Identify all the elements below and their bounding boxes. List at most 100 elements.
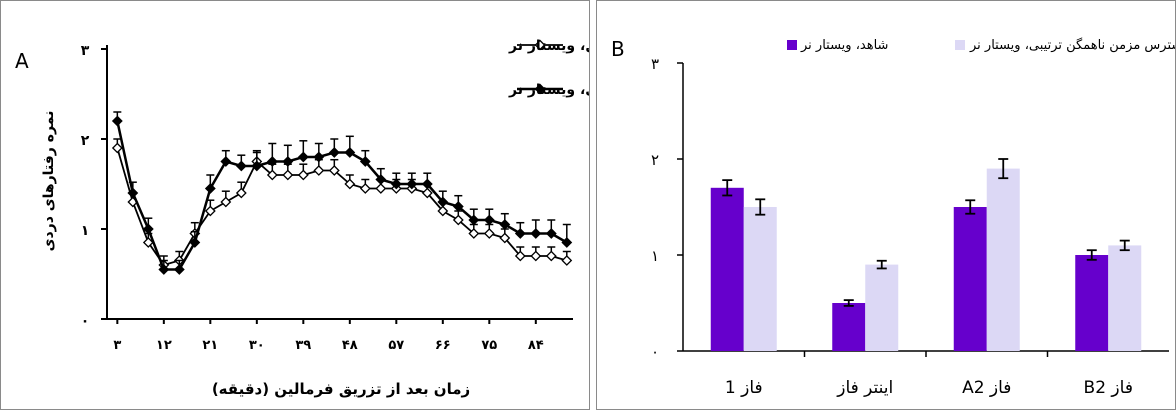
category-label: فاز B2 — [1084, 378, 1133, 398]
data-point — [111, 142, 123, 154]
category-label: فاز A2 — [962, 378, 1011, 398]
category-label: فاز 1 — [725, 378, 763, 398]
x-tick-label: ۳ — [113, 338, 121, 353]
data-point — [514, 228, 526, 239]
data-point — [235, 187, 247, 199]
data-point — [375, 183, 387, 194]
data-point — [297, 169, 309, 181]
data-point — [111, 115, 123, 127]
data-point — [204, 205, 216, 217]
data-point — [530, 228, 542, 239]
y-axis-label: نمره رفتارهای دردی — [41, 111, 57, 252]
x-tick-label: ۵۷ — [388, 338, 404, 353]
data-point — [142, 223, 154, 235]
data-point — [359, 183, 371, 194]
data-point — [514, 250, 526, 262]
data-point — [437, 205, 449, 217]
data-point — [313, 165, 325, 176]
data-point — [468, 228, 480, 239]
y-tick-label: ۱ — [81, 223, 90, 239]
data-point — [359, 156, 371, 167]
bar — [743, 207, 777, 351]
data-point — [173, 264, 185, 275]
legend-label: استرس مزمن ناهمگن ترتیبی، ویستار نر — [969, 37, 1175, 53]
bar — [1108, 245, 1142, 351]
bar — [986, 168, 1020, 351]
data-point — [499, 219, 511, 230]
y-tick-label: ۱ — [651, 247, 659, 265]
data-point — [266, 169, 278, 181]
panel-label: B — [611, 37, 625, 61]
data-point — [220, 196, 232, 208]
series-line — [116, 120, 568, 271]
x-tick-label: ۱۲ — [156, 338, 172, 353]
data-point — [545, 250, 557, 262]
x-axis-label: زمان بعد از تزریق فرمالین (دقیقه) — [212, 380, 470, 398]
bar — [865, 264, 899, 351]
category-label: اینتر فاز — [836, 378, 893, 398]
x-tick-label: ۶۶ — [435, 338, 451, 353]
data-point — [158, 264, 170, 275]
bar — [710, 187, 744, 351]
data-point — [483, 228, 495, 239]
data-point — [282, 156, 294, 167]
data-point — [545, 228, 557, 239]
panel-b: B ۰ ۱ ۲ ۳ فاز 1 اینتر فاز فاز A2 فاز B2 شاهد، ویس… — [596, 0, 1176, 410]
bar — [1075, 255, 1109, 351]
data-point — [189, 237, 201, 248]
legend-label: استرس مزمن ناهمگن ترتیبی، ویستار نر — [508, 81, 589, 98]
data-point — [204, 183, 216, 194]
data-point — [344, 147, 356, 158]
data-point — [251, 160, 263, 172]
data-point — [468, 214, 480, 226]
data-point — [421, 187, 433, 199]
data-point — [452, 214, 464, 226]
series-line — [116, 147, 568, 267]
legend-marker — [534, 83, 546, 95]
legend-label: کنترل، ویستار نر — [508, 38, 589, 54]
data-point — [483, 214, 495, 226]
legend-label: شاهد، ویستار نر — [800, 38, 888, 53]
data-point — [328, 147, 340, 158]
data-point — [421, 178, 433, 190]
legend-swatch — [955, 40, 965, 50]
legend-swatch — [787, 40, 797, 50]
x-tick-label: ۷۵ — [481, 338, 497, 353]
data-point — [561, 237, 573, 248]
bar — [832, 303, 866, 351]
data-point — [142, 237, 154, 248]
data-point — [266, 156, 278, 167]
x-tick-label: ۳۰ — [249, 338, 265, 353]
data-point — [328, 165, 340, 176]
data-point — [220, 156, 232, 167]
data-point — [375, 174, 387, 185]
y-tick-label: ۳ — [81, 43, 90, 59]
data-point — [235, 160, 247, 172]
data-point — [561, 255, 573, 266]
data-point — [406, 178, 418, 190]
legend-marker — [534, 39, 546, 51]
data-point — [297, 151, 309, 163]
x-tick-label: ۲۱ — [202, 338, 218, 353]
y-tick-label: ۰ — [651, 343, 659, 361]
data-point — [127, 187, 139, 199]
y-tick-label: ۰ — [81, 313, 90, 329]
panel-divider — [591, 0, 595, 410]
y-tick-label: ۳ — [651, 55, 659, 73]
data-point — [530, 250, 542, 262]
x-tick-label: ۳۹ — [295, 338, 311, 353]
data-point — [452, 201, 464, 212]
data-point — [313, 151, 325, 163]
y-tick-label: ۲ — [81, 133, 90, 149]
data-point — [499, 232, 511, 244]
data-point — [344, 178, 356, 190]
data-point — [282, 169, 294, 181]
panel-a: A ۰ ۱ ۲ ۳ ۳ ۱۲ ۲۱ ۳۰ ۳۹ ۴۸ ۵۷ ۶۶ ۷۵ ۸۴ زمان بعد از تزری… — [0, 0, 590, 410]
bar-chart: B ۰ ۱ ۲ ۳ فاز 1 اینتر فاز فاز A2 فاز B2 شاهد، ویس… — [611, 37, 1175, 398]
data-point — [437, 196, 449, 208]
x-tick-label: ۸۴ — [528, 338, 544, 353]
panel-label: A — [15, 49, 29, 73]
data-point — [390, 178, 402, 190]
y-tick-label: ۲ — [651, 151, 659, 169]
